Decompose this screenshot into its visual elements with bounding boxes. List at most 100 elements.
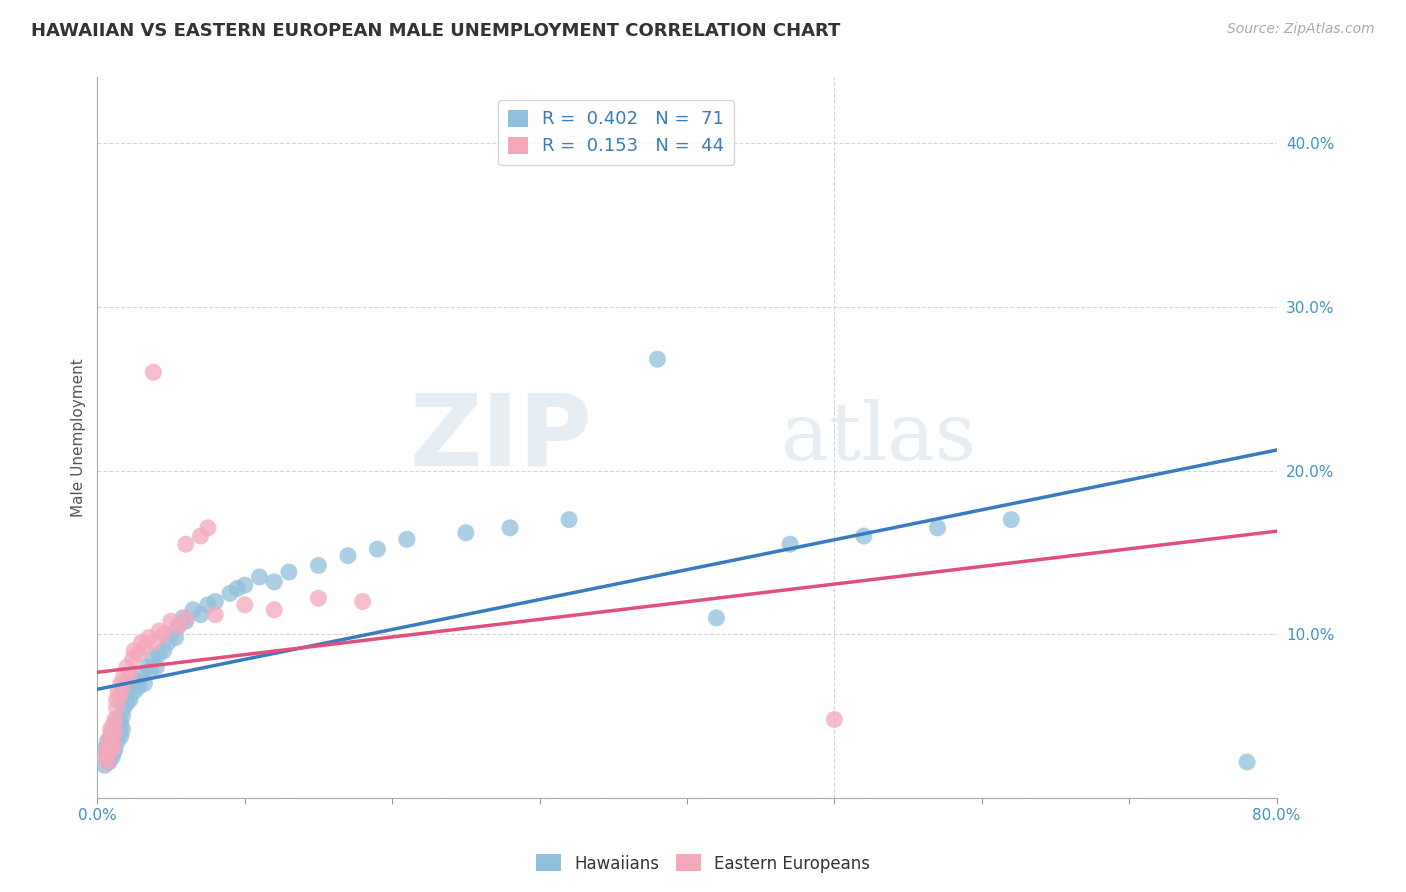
Point (145, 660, 167, 674)
Point (167, 619, 190, 633)
Legend: Hawaiians, Eastern Europeans: Hawaiians, Eastern Europeans (529, 847, 877, 880)
Point (823, 713, 845, 727)
Point (97, 755, 120, 769)
Point (105, 729, 128, 743)
Point (115, 696, 138, 710)
Point (115, 684, 138, 698)
Point (128, 680, 150, 694)
Point (139, 663, 162, 677)
Point (157, 635, 180, 649)
Point (118, 668, 141, 682)
Point (307, 591, 329, 606)
Point (204, 607, 226, 622)
Point (105, 693, 128, 707)
Point (96, 742, 118, 756)
Point (93, 758, 115, 772)
Point (152, 627, 174, 641)
Point (103, 745, 125, 759)
Point (706, 611, 728, 625)
Point (111, 723, 134, 737)
Point (174, 537, 197, 551)
Point (226, 582, 249, 596)
Point (852, 529, 875, 543)
Point (103, 717, 125, 731)
Point (124, 673, 146, 687)
Point (101, 729, 124, 743)
Point (366, 542, 388, 557)
Point (97, 750, 120, 764)
Point (181, 603, 204, 617)
Point (110, 729, 132, 743)
Point (131, 668, 153, 682)
Point (122, 643, 145, 657)
Point (172, 611, 194, 625)
Point (98, 733, 121, 747)
Point (219, 586, 242, 600)
Point (93, 750, 115, 764)
Point (395, 533, 418, 547)
Point (104, 725, 127, 739)
Point (142, 652, 165, 666)
Point (105, 701, 128, 715)
Point (174, 611, 197, 625)
Point (454, 525, 477, 540)
Point (138, 631, 160, 645)
Point (336, 549, 359, 563)
Point (142, 635, 165, 649)
Point (134, 676, 156, 690)
Point (110, 676, 132, 690)
Point (197, 521, 219, 535)
Point (148, 647, 170, 661)
Point (1000, 513, 1022, 527)
Point (131, 635, 153, 649)
Text: atlas: atlas (782, 399, 976, 476)
Point (100, 742, 122, 756)
Point (121, 652, 143, 666)
Point (307, 558, 329, 573)
Legend: R =  0.402   N =  71, R =  0.153   N =  44: R = 0.402 N = 71, R = 0.153 N = 44 (499, 100, 734, 165)
Point (142, 365, 165, 379)
Point (927, 521, 949, 535)
Point (101, 725, 124, 739)
Point (128, 647, 150, 661)
Point (152, 643, 174, 657)
Point (233, 598, 256, 612)
Point (103, 739, 125, 753)
Point (134, 640, 156, 655)
Point (112, 701, 135, 715)
Point (104, 742, 127, 756)
Point (108, 725, 131, 739)
Point (112, 668, 135, 682)
Point (558, 513, 581, 527)
Point (136, 660, 159, 674)
Point (100, 723, 122, 737)
Point (98, 755, 121, 769)
Point (1236, 755, 1258, 769)
Point (93, 742, 115, 756)
Point (233, 578, 256, 592)
Point (105, 717, 128, 731)
Point (165, 631, 187, 645)
Point (190, 529, 212, 543)
Point (190, 607, 212, 622)
Point (115, 660, 138, 674)
Point (101, 739, 124, 753)
Point (779, 537, 801, 551)
Point (122, 684, 145, 698)
Point (647, 352, 669, 367)
Point (98, 745, 121, 759)
Point (107, 733, 129, 747)
Point (101, 750, 124, 764)
Point (148, 624, 170, 638)
Point (278, 565, 301, 579)
Text: ZIP: ZIP (409, 389, 592, 486)
Point (160, 627, 183, 641)
Point (104, 723, 127, 737)
Point (100, 729, 122, 743)
Point (110, 717, 132, 731)
Text: HAWAIIAN VS EASTERN EUROPEAN MALE UNEMPLOYMENT CORRELATION CHART: HAWAIIAN VS EASTERN EUROPEAN MALE UNEMPL… (31, 22, 841, 40)
Point (263, 574, 285, 589)
Point (108, 690, 131, 704)
Point (100, 729, 122, 743)
Y-axis label: Male Unemployment: Male Unemployment (72, 359, 86, 517)
